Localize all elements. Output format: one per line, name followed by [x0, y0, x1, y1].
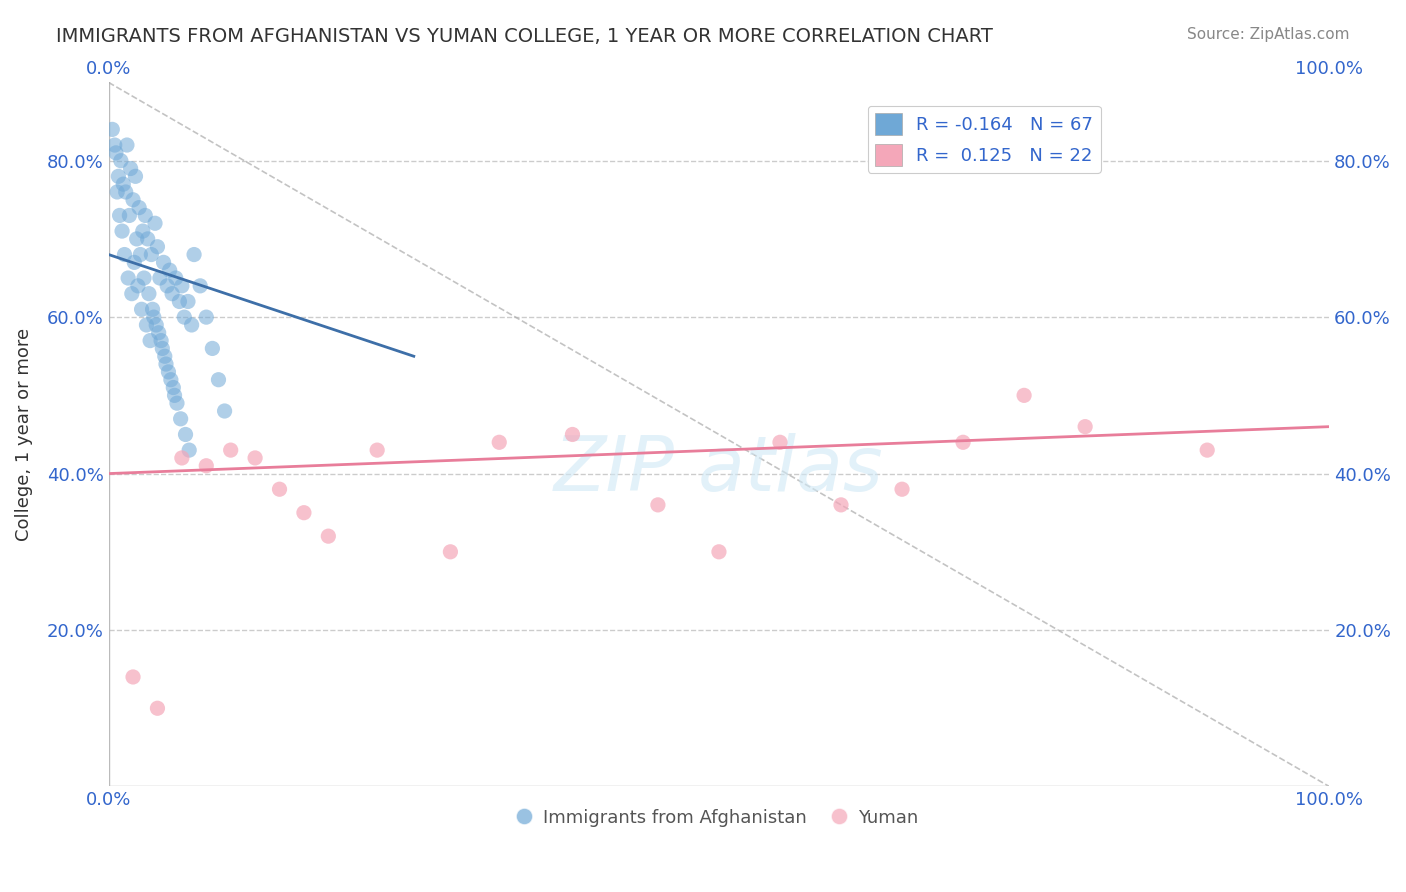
Point — [439, 545, 461, 559]
Point — [201, 342, 224, 356]
Point — [165, 271, 187, 285]
Point — [104, 138, 127, 153]
Point — [292, 506, 315, 520]
Point — [115, 138, 138, 153]
Point — [1197, 443, 1219, 458]
Point — [122, 670, 145, 684]
Point — [1074, 419, 1097, 434]
Text: ZIP atlas: ZIP atlas — [554, 433, 884, 507]
Point — [138, 286, 160, 301]
Point — [155, 357, 177, 371]
Point — [366, 443, 388, 458]
Point — [122, 193, 145, 207]
Point — [111, 224, 134, 238]
Point — [129, 247, 152, 261]
Point — [150, 342, 173, 356]
Point — [112, 177, 135, 191]
Point — [114, 247, 136, 261]
Point — [118, 209, 141, 223]
Point — [174, 427, 197, 442]
Point — [143, 216, 166, 230]
Text: IMMIGRANTS FROM AFGHANISTAN VS YUMAN COLLEGE, 1 YEAR OR MORE CORRELATION CHART: IMMIGRANTS FROM AFGHANISTAN VS YUMAN COL… — [56, 27, 993, 45]
Point — [114, 185, 136, 199]
Text: Source: ZipAtlas.com: Source: ZipAtlas.com — [1187, 27, 1350, 42]
Point — [243, 450, 266, 465]
Point — [173, 310, 195, 325]
Point — [142, 310, 165, 325]
Point — [318, 529, 340, 543]
Point — [488, 435, 510, 450]
Point — [145, 318, 167, 332]
Point — [120, 161, 142, 176]
Point — [150, 334, 173, 348]
Point — [1012, 388, 1035, 402]
Point — [188, 278, 211, 293]
Point — [124, 169, 146, 184]
Point — [163, 388, 186, 402]
Point — [142, 302, 165, 317]
Point — [141, 247, 163, 261]
Point — [830, 498, 852, 512]
Point — [122, 255, 145, 269]
Point — [207, 373, 229, 387]
Point — [170, 278, 193, 293]
Point — [132, 224, 155, 238]
Point — [136, 232, 159, 246]
Point — [134, 209, 156, 223]
Point — [127, 278, 149, 293]
Point — [152, 255, 174, 269]
Point — [952, 435, 974, 450]
Point — [195, 458, 218, 473]
Point — [139, 334, 162, 348]
Point — [195, 310, 218, 325]
Point — [110, 153, 132, 168]
Point — [269, 482, 291, 496]
Point — [162, 380, 184, 394]
Point — [219, 443, 242, 458]
Point — [160, 373, 183, 387]
Point — [707, 545, 730, 559]
Point — [179, 443, 201, 458]
Point — [104, 145, 127, 160]
Point — [561, 427, 583, 442]
Point — [107, 169, 129, 184]
Point — [647, 498, 669, 512]
Point — [157, 365, 180, 379]
Point — [132, 271, 155, 285]
Point — [149, 271, 172, 285]
Point — [214, 404, 236, 418]
Point — [183, 247, 205, 261]
Point — [148, 326, 170, 340]
Point — [160, 286, 183, 301]
Point — [131, 302, 153, 317]
Point — [156, 278, 179, 293]
Point — [166, 396, 188, 410]
Legend: Immigrants from Afghanistan, Yuman: Immigrants from Afghanistan, Yuman — [513, 801, 925, 834]
Point — [121, 286, 143, 301]
Y-axis label: College, 1 year or more: College, 1 year or more — [15, 328, 32, 541]
Point — [159, 263, 181, 277]
Point — [153, 349, 176, 363]
Point — [180, 318, 202, 332]
Point — [169, 294, 191, 309]
Point — [128, 201, 150, 215]
Point — [146, 701, 169, 715]
Point — [108, 209, 131, 223]
Point — [101, 122, 124, 136]
Point — [105, 185, 128, 199]
Point — [125, 232, 148, 246]
Point — [146, 240, 169, 254]
Point — [117, 271, 139, 285]
Point — [891, 482, 914, 496]
Point — [169, 412, 191, 426]
Point — [769, 435, 792, 450]
Point — [135, 318, 157, 332]
Point — [177, 294, 200, 309]
Point — [170, 450, 193, 465]
